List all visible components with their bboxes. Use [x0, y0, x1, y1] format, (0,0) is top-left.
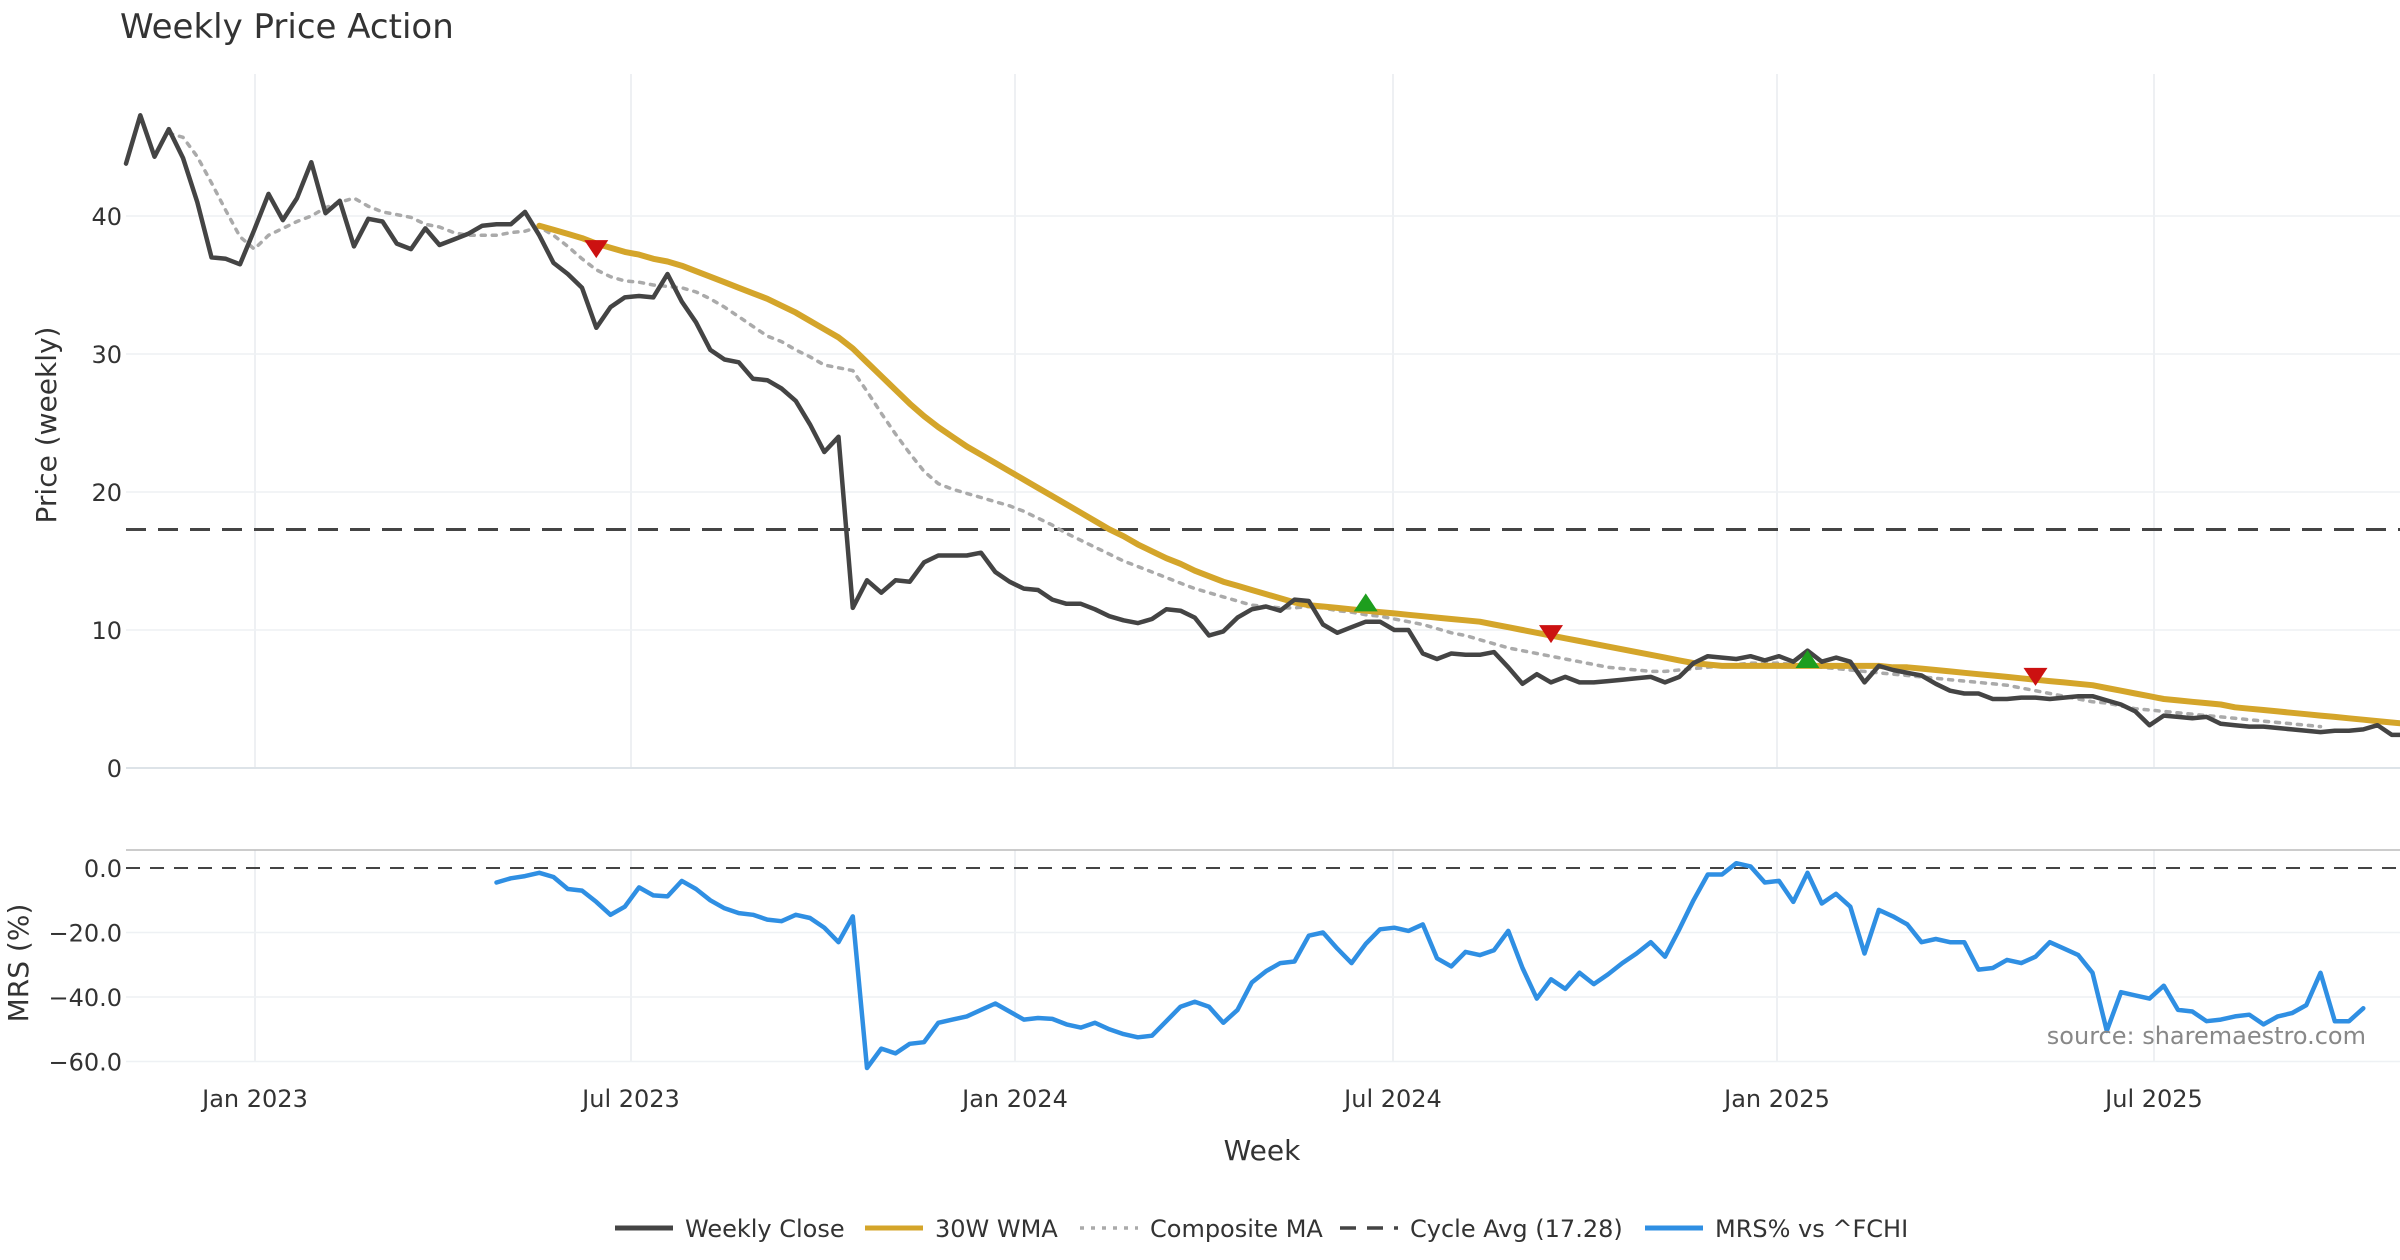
- x-tick-label: Jul 2024: [1342, 1085, 1442, 1113]
- legend-label: 30W WMA: [935, 1215, 1058, 1243]
- price-y-ticks: 0 10 20 30 40: [91, 203, 122, 783]
- buy-signal-marker: [1795, 649, 1820, 668]
- x-tick-label: Jul 2025: [2103, 1085, 2203, 1113]
- x-tick-label: Jan 2025: [1722, 1085, 1830, 1113]
- x-axis-ticks: Jan 2023 Jul 2023 Jan 2024 Jul 2024 Jan 2025…: [200, 1085, 2203, 1113]
- chart-title: Weekly Price Action: [120, 7, 454, 47]
- legend-label: MRS% vs ^FCHI: [1715, 1215, 1908, 1243]
- mrs-y-label: MRS (%): [2, 904, 35, 1023]
- mrs-line: [494, 860, 2366, 1071]
- price-y-tick-label: 0: [107, 755, 122, 783]
- composite-ma-line: [167, 131, 2323, 729]
- price-y-tick-label: 40: [91, 203, 122, 231]
- sell-signal-marker: [1539, 625, 1563, 644]
- price-y-label: Price (weekly): [30, 327, 63, 524]
- signal-markers: [584, 240, 2048, 686]
- sell-signal-marker: [2023, 667, 2048, 686]
- mrs-gridlines: [126, 850, 2400, 1063]
- mrs-y-tick-label: 0.0: [84, 855, 122, 883]
- mrs-y-tick-label: −20.0: [48, 920, 122, 948]
- mrs-y-tick-label: −40.0: [48, 984, 122, 1012]
- price-y-tick-label: 20: [91, 479, 122, 507]
- x-tick-label: Jan 2024: [960, 1085, 1068, 1113]
- weekly-close-line: [123, 113, 2400, 738]
- price-y-tick-label: 30: [91, 341, 122, 369]
- x-tick-label: Jan 2023: [200, 1085, 308, 1113]
- legend: Weekly Close 30W WMA Composite MA Cycle Avg…: [615, 1215, 1908, 1243]
- mrs-y-tick-label: −60.0: [48, 1049, 122, 1077]
- wma-30w-line: [536, 222, 2400, 727]
- legend-label: Composite MA: [1150, 1215, 1323, 1243]
- buy-signal-marker: [1353, 593, 1378, 612]
- mrs-series: [494, 860, 2366, 1071]
- source-note: source: sharemaestro.com: [2047, 1022, 2366, 1050]
- price-y-tick-label: 10: [91, 617, 122, 645]
- sell-signal-marker: [584, 240, 609, 259]
- mrs-y-ticks: 0.0 −20.0 −40.0 −60.0: [48, 855, 122, 1077]
- price-gridlines: [126, 74, 2400, 769]
- price-series: [123, 113, 2400, 738]
- x-tick-label: Jul 2023: [580, 1085, 680, 1113]
- x-axis-label: Week: [1224, 1134, 1301, 1167]
- legend-label: Cycle Avg (17.28): [1410, 1215, 1623, 1243]
- legend-label: Weekly Close: [685, 1215, 845, 1243]
